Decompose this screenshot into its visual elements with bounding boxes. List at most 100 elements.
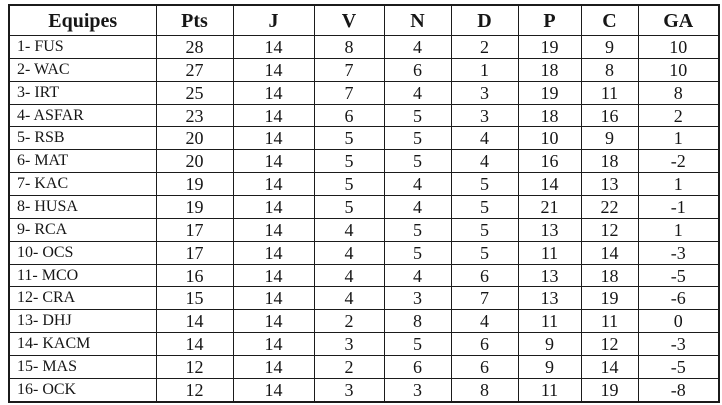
stat-cell: 19 xyxy=(155,172,234,197)
stat-cell: 14 xyxy=(232,126,315,151)
team-cell: 13- DHJ xyxy=(8,309,157,334)
stat-cell: 9 xyxy=(517,332,582,357)
stat-cell: 14 xyxy=(517,172,582,197)
stat-cell: 2 xyxy=(450,35,519,59)
stat-cell: 14 xyxy=(232,172,315,197)
team-cell: 6- MAT xyxy=(8,149,157,174)
header-c: C xyxy=(580,4,639,36)
header-row: Equipes Pts J V N D P C GA xyxy=(8,4,720,36)
table-row: 12- CRA 15 14 4 3 7 13 19 -6 xyxy=(8,286,720,311)
header-n: N xyxy=(383,4,452,36)
header-d: D xyxy=(450,4,519,36)
stat-cell: 25 xyxy=(155,80,234,105)
stat-cell: 23 xyxy=(155,103,234,128)
table-body: 1- FUS 28 14 8 4 2 19 9 10 2- WAC 27 14 7 6 1 18 8 10 3- I… xyxy=(8,35,720,403)
stat-cell: 11 xyxy=(517,240,582,265)
stat-cell: -8 xyxy=(637,377,720,403)
header-equipes: Equipes xyxy=(8,4,157,36)
stat-cell: 17 xyxy=(155,217,234,242)
stat-cell: 16 xyxy=(517,149,582,174)
stat-cell: 5 xyxy=(313,195,385,219)
stat-cell: 14 xyxy=(232,149,315,174)
standings-table: Equipes Pts J V N D P C GA 1- FUS 28 14 8 4 2… xyxy=(8,4,720,403)
stat-cell: 3 xyxy=(313,377,385,403)
stat-cell: 14 xyxy=(155,309,234,334)
stat-cell: 14 xyxy=(232,195,315,219)
stat-cell: 19 xyxy=(517,80,582,105)
table-row: 16- OCK 12 14 3 3 8 11 19 -8 xyxy=(8,377,720,403)
stat-cell: 4 xyxy=(313,240,385,265)
stat-cell: 20 xyxy=(155,149,234,174)
stat-cell: 7 xyxy=(450,286,519,311)
stat-cell: 13 xyxy=(517,263,582,288)
stat-cell: 4 xyxy=(313,263,385,288)
team-cell: 7- KAC xyxy=(8,172,157,197)
table-row: 11- MCO 16 14 4 4 6 13 18 -5 xyxy=(8,263,720,288)
table-row: 2- WAC 27 14 7 6 1 18 8 10 xyxy=(8,57,720,82)
stat-cell: 14 xyxy=(232,355,315,379)
stat-cell: 14 xyxy=(232,332,315,357)
stat-cell: 5 xyxy=(383,217,452,242)
stat-cell: 6 xyxy=(313,103,385,128)
stat-cell: 9 xyxy=(517,355,582,379)
stat-cell: 14 xyxy=(232,35,315,59)
stat-cell: -3 xyxy=(637,332,720,357)
table-row: 5- RSB 20 14 5 5 4 10 9 1 xyxy=(8,126,720,151)
stat-cell: 12 xyxy=(580,332,639,357)
table-row: 7- KAC 19 14 5 4 5 14 13 1 xyxy=(8,172,720,197)
stat-cell: 1 xyxy=(637,126,720,151)
stat-cell: 6 xyxy=(450,263,519,288)
stat-cell: 12 xyxy=(155,355,234,379)
stat-cell: 19 xyxy=(580,286,639,311)
stat-cell: 5 xyxy=(383,240,452,265)
team-cell: 9- RCA xyxy=(8,217,157,242)
stat-cell: 14 xyxy=(580,240,639,265)
stat-cell: 4 xyxy=(383,195,452,219)
table-row: 10- OCS 17 14 4 5 5 11 14 -3 xyxy=(8,240,720,265)
stat-cell: 10 xyxy=(517,126,582,151)
header-v: V xyxy=(313,4,385,36)
stat-cell: 14 xyxy=(232,217,315,242)
stat-cell: 0 xyxy=(637,309,720,334)
table-row: 14- KACM 14 14 3 5 6 9 12 -3 xyxy=(8,332,720,357)
team-cell: 1- FUS xyxy=(8,35,157,59)
stat-cell: 6 xyxy=(450,355,519,379)
stat-cell: 6 xyxy=(383,355,452,379)
stat-cell: -5 xyxy=(637,263,720,288)
stat-cell: 5 xyxy=(383,103,452,128)
stat-cell: 3 xyxy=(383,286,452,311)
stat-cell: 4 xyxy=(450,309,519,334)
stat-cell: 14 xyxy=(232,57,315,82)
stat-cell: 4 xyxy=(383,263,452,288)
stat-cell: 9 xyxy=(580,126,639,151)
stat-cell: 14 xyxy=(232,103,315,128)
stat-cell: 4 xyxy=(313,286,385,311)
stat-cell: 18 xyxy=(517,57,582,82)
stat-cell: 14 xyxy=(155,332,234,357)
stat-cell: 14 xyxy=(232,286,315,311)
table-row: 4- ASFAR 23 14 6 5 3 18 16 2 xyxy=(8,103,720,128)
stat-cell: 5 xyxy=(313,149,385,174)
table-row: 8- HUSA 19 14 5 4 5 21 22 -1 xyxy=(8,195,720,219)
stat-cell: 5 xyxy=(313,172,385,197)
stat-cell: 3 xyxy=(450,103,519,128)
table-row: 3- IRT 25 14 7 4 3 19 11 8 xyxy=(8,80,720,105)
stat-cell: 19 xyxy=(155,195,234,219)
stat-cell: 18 xyxy=(517,103,582,128)
stat-cell: 19 xyxy=(580,377,639,403)
header-ga: GA xyxy=(637,4,720,36)
stat-cell: 4 xyxy=(383,35,452,59)
stat-cell: 4 xyxy=(313,217,385,242)
stat-cell: 3 xyxy=(313,332,385,357)
stat-cell: 18 xyxy=(580,149,639,174)
stat-cell: 18 xyxy=(580,263,639,288)
stat-cell: 8 xyxy=(383,309,452,334)
stat-cell: 10 xyxy=(637,35,720,59)
stat-cell: 14 xyxy=(232,309,315,334)
stat-cell: -6 xyxy=(637,286,720,311)
stat-cell: 2 xyxy=(313,309,385,334)
stat-cell: 8 xyxy=(637,80,720,105)
stat-cell: 3 xyxy=(450,80,519,105)
team-cell: 2- WAC xyxy=(8,57,157,82)
header-pts: Pts xyxy=(155,4,234,36)
